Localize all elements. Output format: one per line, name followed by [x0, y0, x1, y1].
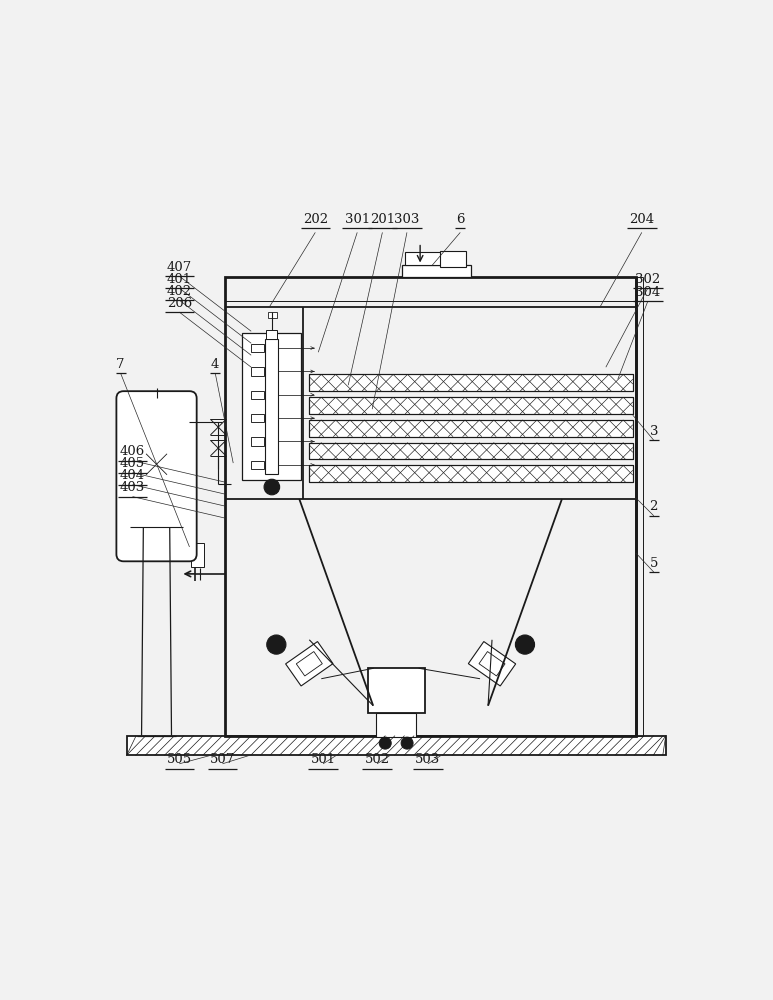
- Text: 302: 302: [635, 273, 660, 286]
- Circle shape: [267, 635, 286, 654]
- Bar: [127, 736, 666, 755]
- Text: 2: 2: [649, 500, 658, 513]
- Text: 303: 303: [394, 213, 420, 226]
- Bar: [251, 414, 264, 422]
- Bar: [191, 543, 204, 567]
- Text: 201: 201: [369, 213, 395, 226]
- Text: 403: 403: [120, 481, 145, 494]
- Bar: [368, 668, 424, 713]
- Text: 6: 6: [456, 213, 465, 226]
- Bar: [309, 374, 633, 391]
- Bar: [309, 443, 633, 459]
- Text: 507: 507: [209, 753, 235, 766]
- Bar: [251, 437, 264, 446]
- Text: 407: 407: [167, 261, 192, 274]
- Polygon shape: [479, 652, 505, 676]
- Bar: [251, 391, 264, 399]
- Text: 301: 301: [345, 213, 369, 226]
- Bar: [309, 465, 633, 482]
- Bar: [265, 339, 278, 474]
- Text: 501: 501: [311, 753, 335, 766]
- Bar: [440, 251, 466, 267]
- Polygon shape: [285, 642, 333, 686]
- Circle shape: [380, 737, 391, 749]
- Bar: [267, 312, 278, 318]
- Text: 401: 401: [167, 273, 192, 286]
- Bar: [402, 265, 471, 277]
- Text: 502: 502: [364, 753, 390, 766]
- Bar: [376, 713, 416, 737]
- Text: 304: 304: [635, 286, 660, 299]
- Text: 202: 202: [303, 213, 328, 226]
- Bar: [242, 333, 301, 480]
- Bar: [309, 420, 633, 437]
- Text: 503: 503: [415, 753, 441, 766]
- Text: 5: 5: [649, 557, 658, 570]
- Circle shape: [401, 737, 413, 749]
- Bar: [309, 397, 633, 414]
- Text: 4: 4: [211, 358, 220, 371]
- Text: 204: 204: [629, 213, 655, 226]
- Text: 404: 404: [120, 469, 145, 482]
- Bar: [251, 344, 264, 352]
- Text: 206: 206: [167, 297, 192, 310]
- Bar: [251, 461, 264, 469]
- Bar: [226, 277, 636, 736]
- Text: 406: 406: [120, 445, 145, 458]
- Text: 505: 505: [167, 753, 192, 766]
- Polygon shape: [296, 652, 322, 676]
- FancyBboxPatch shape: [117, 391, 196, 561]
- Circle shape: [516, 635, 535, 654]
- Text: 3: 3: [649, 425, 658, 438]
- Bar: [405, 252, 454, 265]
- Bar: [267, 330, 278, 339]
- Polygon shape: [468, 642, 516, 686]
- Text: 405: 405: [120, 457, 145, 470]
- Text: 7: 7: [117, 358, 124, 371]
- Text: 402: 402: [167, 285, 192, 298]
- Bar: [251, 367, 264, 376]
- Circle shape: [264, 479, 280, 495]
